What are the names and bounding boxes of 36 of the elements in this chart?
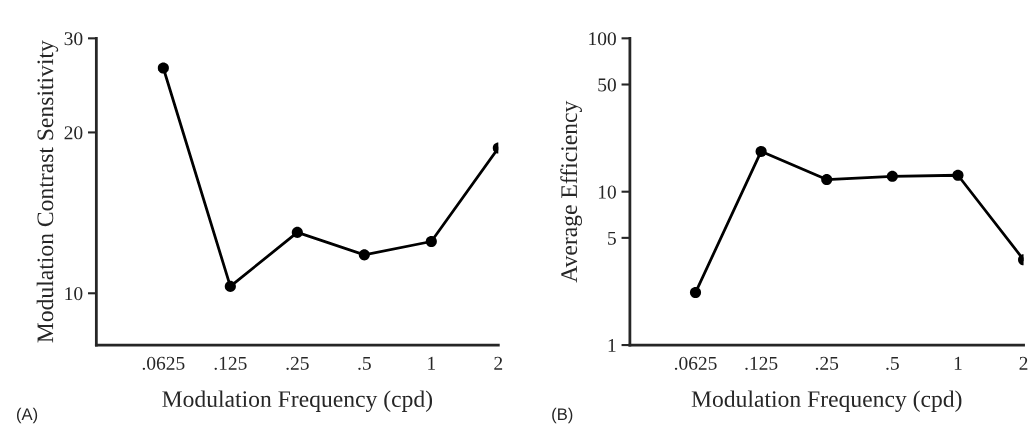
y-tick-label: 100 bbox=[589, 32, 616, 46]
point bbox=[755, 145, 767, 158]
y-tick-label: 50 bbox=[598, 78, 616, 92]
x-tick-label: 1 bbox=[954, 356, 962, 370]
x-tick-label: .0625 bbox=[674, 356, 717, 370]
x-tick-label: .5 bbox=[886, 356, 899, 370]
y-tick-label: 10 bbox=[598, 185, 616, 199]
x-tick-label: 1 bbox=[428, 356, 436, 370]
x-tick-label: .25 bbox=[286, 356, 309, 370]
x-tick-label: .0625 bbox=[142, 356, 185, 370]
x-tick-label: 2 bbox=[1019, 356, 1028, 370]
point bbox=[291, 226, 303, 238]
y-tick-label: 20 bbox=[64, 126, 83, 140]
y-tick-label: 5 bbox=[608, 231, 616, 245]
point bbox=[952, 169, 964, 181]
x-axis-title: Modulation Frequency (cpd) bbox=[162, 390, 433, 412]
y-tick-label: 10 bbox=[65, 287, 83, 301]
x-tick-label: .125 bbox=[214, 356, 247, 370]
y-tick-label: 1 bbox=[608, 338, 616, 352]
text: (A) bbox=[16, 407, 38, 424]
x-tick-label: 2 bbox=[494, 356, 503, 370]
y-axis-title: Modulation Contrast Sensitivity bbox=[36, 40, 59, 343]
x-tick-label: .125 bbox=[745, 356, 778, 370]
x-tick-label: .25 bbox=[815, 356, 839, 370]
point bbox=[425, 235, 437, 248]
point bbox=[821, 174, 833, 186]
point bbox=[224, 280, 236, 292]
point bbox=[689, 286, 702, 299]
point bbox=[157, 62, 169, 74]
y-tick-label: 30 bbox=[64, 32, 83, 46]
x-axis-title: Modulation Frequency (cpd) bbox=[691, 390, 962, 412]
text: (B) bbox=[552, 407, 573, 424]
x-tick-label: .5 bbox=[358, 356, 371, 370]
point bbox=[358, 249, 370, 261]
y-axis-title: Average Efficiency bbox=[560, 100, 582, 283]
point bbox=[886, 170, 898, 182]
